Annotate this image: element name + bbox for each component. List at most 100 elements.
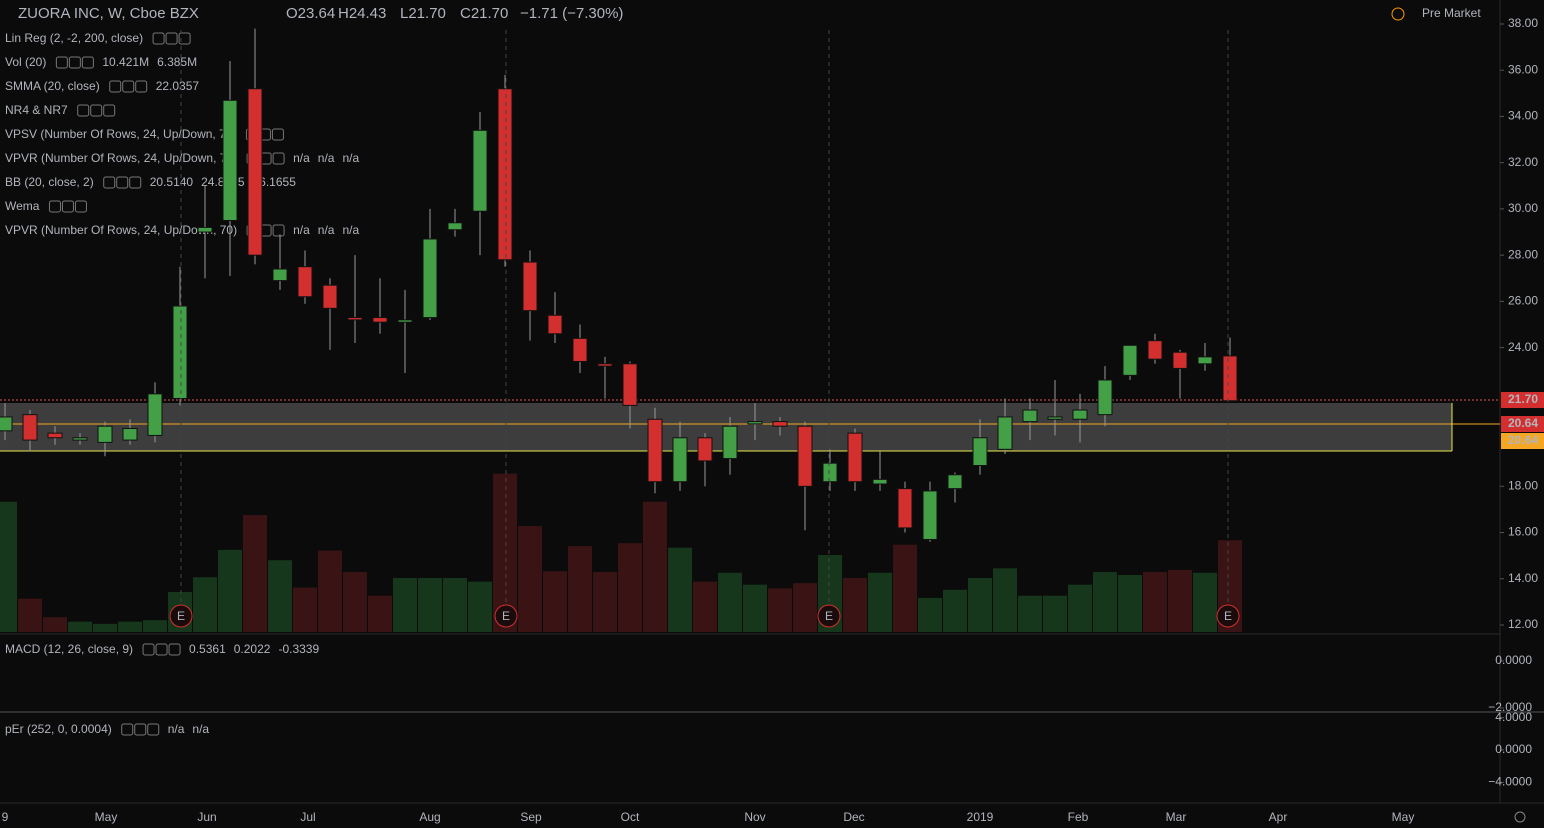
- candle-body: [472, 129, 488, 212]
- candle-body: [1022, 409, 1038, 423]
- legend-button: [122, 80, 135, 93]
- volume-bar: [768, 588, 792, 632]
- candle-body: [772, 421, 788, 427]
- volume-bar: [943, 589, 967, 632]
- legend-button: [103, 176, 116, 189]
- open: O23.64: [286, 5, 335, 22]
- time-label: Jul: [300, 810, 315, 824]
- price-badge: [1501, 392, 1544, 408]
- volume-bar: [968, 577, 992, 632]
- earnings-label: E: [1224, 609, 1232, 623]
- indicator-name: VPSV (Number Of Rows, 24, Up/Down, 70): [5, 127, 236, 141]
- indicator-value: n/a: [293, 223, 310, 237]
- candle-body: [597, 363, 613, 367]
- legend-button: [61, 200, 74, 213]
- indicator-name: Lin Reg (2, -2, 200, close): [5, 31, 143, 45]
- price-label: 30.00: [1508, 201, 1538, 215]
- candle-body: [497, 88, 513, 261]
- candle-body: [522, 261, 538, 312]
- pane-axis-label: −2.0000: [1488, 700, 1532, 714]
- volume-bar: [293, 587, 317, 632]
- volume-bar: [1118, 575, 1142, 632]
- candle-body: [97, 425, 113, 443]
- volume-bar: [793, 583, 817, 632]
- time-label: Aug: [419, 810, 440, 824]
- volume-bar: [568, 546, 592, 632]
- price-label: 26.00: [1508, 294, 1538, 308]
- volume-bar: [543, 571, 567, 632]
- candle-body: [47, 432, 63, 439]
- legend-button: [103, 104, 116, 117]
- legend-button: [134, 723, 147, 736]
- candle-body: [247, 88, 263, 256]
- candle-body: [547, 314, 563, 335]
- candle-body: [922, 490, 938, 540]
- time-label: Jun: [197, 810, 216, 824]
- volume-bar: [1168, 569, 1192, 632]
- indicator-value: 0.5361: [189, 642, 226, 656]
- candle-body: [572, 337, 588, 362]
- price-label: 24.00: [1508, 340, 1538, 354]
- volume-bar: [518, 526, 542, 632]
- candle-body: [972, 437, 988, 467]
- legend-button: [272, 224, 285, 237]
- indicator-name: SMMA (20, close): [5, 79, 100, 93]
- indicator-name: Wema: [5, 199, 40, 213]
- volume-bar: [1018, 595, 1042, 632]
- volume-bar: [1093, 572, 1117, 632]
- volume-bar: [18, 598, 42, 632]
- volume-bar: [718, 572, 742, 632]
- volume-bar: [843, 577, 867, 632]
- volume-bar: [268, 560, 292, 632]
- earnings-label: E: [177, 609, 185, 623]
- indicator-value: n/a: [318, 223, 335, 237]
- price-label: 34.00: [1508, 109, 1538, 123]
- time-label: May: [1392, 810, 1415, 824]
- settings-icon[interactable]: [1514, 811, 1526, 823]
- candle-body: [947, 474, 963, 490]
- candle-body: [1222, 355, 1238, 402]
- legend-button: [272, 152, 285, 165]
- candle-body: [72, 437, 88, 441]
- legend-button: [68, 56, 81, 69]
- candle-body: [272, 268, 288, 282]
- indicator-value: n/a: [342, 151, 359, 165]
- candle-body: [347, 317, 363, 321]
- high: H24.43: [338, 5, 386, 22]
- candle-body: [172, 305, 188, 399]
- candle-body: [222, 99, 238, 221]
- price-label: 32.00: [1508, 155, 1538, 169]
- volume-bar: [993, 568, 1017, 632]
- indicator-name: NR4 & NR7: [5, 103, 68, 117]
- indicator-value: 6.385M: [157, 55, 197, 69]
- volume-bar: [593, 572, 617, 632]
- legend-button: [121, 723, 134, 736]
- low: L21.70: [400, 5, 446, 22]
- time-label: 2019: [967, 810, 994, 824]
- indicator-name: BB (20, close, 2): [5, 175, 94, 189]
- earnings-marker: [1216, 604, 1240, 628]
- legend-button: [90, 104, 103, 117]
- volume-bar: [893, 544, 917, 632]
- volume-bar: [1143, 572, 1167, 632]
- time-label: May: [95, 810, 118, 824]
- candle-body: [22, 414, 38, 441]
- price-label: 36.00: [1508, 62, 1538, 76]
- market-status: Pre Market: [1422, 6, 1481, 20]
- candle-body: [647, 418, 663, 483]
- candle-body: [872, 478, 888, 485]
- legend-button: [168, 643, 181, 656]
- volume-bar: [393, 577, 417, 632]
- volume-bar: [468, 581, 492, 632]
- earnings-marker: [494, 604, 518, 628]
- time-label: Apr: [1269, 810, 1288, 824]
- volume-bar: [1043, 595, 1067, 632]
- candle-body: [147, 393, 163, 436]
- candle-body: [797, 425, 813, 487]
- price-label: 28.00: [1508, 247, 1538, 261]
- change: −1.71 (−7.30%): [520, 5, 623, 22]
- indicator-name: pEr (252, 0, 0.0004): [5, 722, 112, 736]
- volume-bar: [743, 584, 767, 632]
- candle-body: [1072, 409, 1088, 420]
